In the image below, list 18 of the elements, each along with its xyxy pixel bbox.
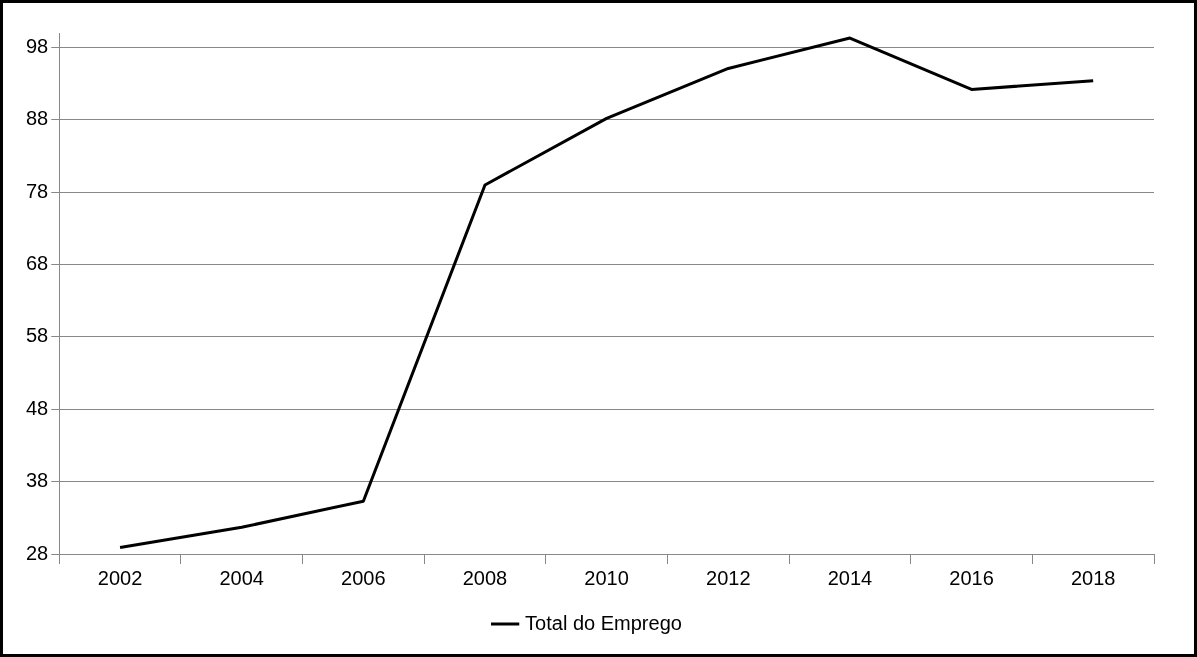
x-tick-label: 2008 [462,566,508,589]
y-tick-label: 68 [26,252,49,275]
x-tick-label: 2004 [219,566,264,589]
y-tick-label: 48 [26,396,49,419]
legend-label: Total do Emprego [525,611,682,634]
x-tick-label: 2002 [97,566,143,589]
y-tick-label: 38 [26,469,49,492]
y-tick-label: 28 [26,541,49,564]
x-tick-label: 2006 [341,566,386,589]
x-tick-label: 2010 [584,566,629,589]
y-tick-label: 58 [26,324,49,347]
y-tick-label: 98 [26,34,49,57]
x-tick-label: 2018 [1070,566,1116,589]
y-tick-label: 88 [26,107,49,130]
x-tick-label: 2014 [827,566,873,589]
x-tick-label: 2012 [706,566,751,589]
y-tick-label: 78 [26,179,49,202]
x-tick-label: 2016 [949,566,994,589]
